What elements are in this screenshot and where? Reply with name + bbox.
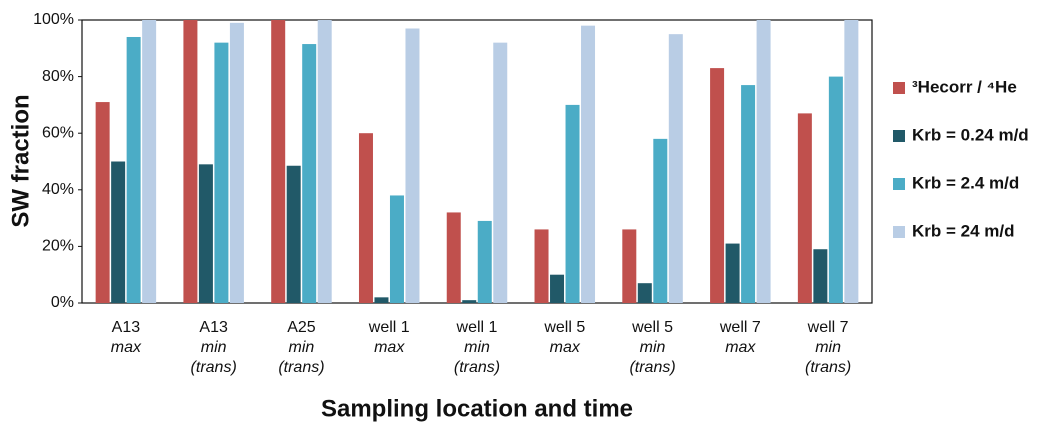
legend-label: Krb = 2.4 m/d <box>912 173 1019 192</box>
bar <box>581 25 596 303</box>
x-tick-label: well 5 <box>631 319 673 336</box>
x-tick-label: well 1 <box>456 319 498 336</box>
x-tick-label: min <box>289 339 315 356</box>
x-tick-label: (trans) <box>454 359 500 376</box>
bar <box>358 133 373 303</box>
bar <box>550 274 565 303</box>
x-tick-label: well 7 <box>807 319 849 336</box>
legend-label: Krb = 0.24 m/d <box>912 125 1029 144</box>
x-tick-label: A13 <box>112 319 141 336</box>
x-tick-label: max <box>725 339 756 356</box>
bar <box>214 42 229 303</box>
bar <box>725 243 740 303</box>
x-tick-label: (trans) <box>629 359 675 376</box>
bar <box>142 20 157 303</box>
bar <box>302 44 317 304</box>
bar <box>844 20 859 303</box>
legend-swatch <box>893 178 905 190</box>
x-tick-label: (trans) <box>278 359 324 376</box>
bar <box>797 113 812 303</box>
x-tick-label: (trans) <box>191 359 237 376</box>
x-axis-title: Sampling location and time <box>321 395 633 422</box>
y-tick-label: 40% <box>42 181 74 198</box>
x-tick-label: well 1 <box>368 319 410 336</box>
x-tick-label: min <box>815 339 841 356</box>
bar <box>813 249 828 303</box>
x-tick-label: min <box>464 339 490 356</box>
bar <box>389 195 404 303</box>
bar <box>229 22 244 304</box>
x-tick-label: (trans) <box>805 359 851 376</box>
x-tick-label: min <box>201 339 227 356</box>
y-tick-label: 0% <box>51 294 74 311</box>
x-tick-label: min <box>640 339 666 356</box>
bar <box>493 42 508 303</box>
bar <box>565 104 580 304</box>
bar <box>653 138 668 303</box>
x-tick-label: max <box>550 339 581 356</box>
bar <box>111 161 126 303</box>
y-tick-label: 20% <box>42 238 74 255</box>
legend-label: ³Hecorr / ⁴He <box>912 77 1017 96</box>
bar <box>183 20 198 303</box>
bar <box>828 76 843 303</box>
bar <box>405 28 420 304</box>
legend-swatch <box>893 130 905 142</box>
bar <box>637 283 652 303</box>
bar <box>374 297 389 303</box>
bar <box>477 220 492 303</box>
bar <box>126 36 141 303</box>
bar <box>622 229 637 303</box>
legend-swatch <box>893 226 905 238</box>
bar <box>286 165 301 303</box>
plot-frame <box>81 19 873 304</box>
bar <box>741 85 756 303</box>
bar <box>668 34 683 304</box>
bar <box>756 20 771 303</box>
x-tick-label: A25 <box>287 319 316 336</box>
bar <box>317 20 332 303</box>
bar <box>462 300 477 303</box>
x-tick-label: max <box>374 339 405 356</box>
x-tick-label: well 5 <box>543 319 585 336</box>
bar <box>534 229 549 303</box>
y-tick-label: 100% <box>33 11 74 28</box>
x-tick-label: A13 <box>199 319 228 336</box>
bar <box>198 164 213 303</box>
bar <box>446 212 461 303</box>
bar <box>710 68 725 303</box>
y-tick-label: 80% <box>42 68 74 85</box>
x-tick-label: max <box>111 339 142 356</box>
bar <box>271 20 286 303</box>
x-tick-label: well 7 <box>719 319 761 336</box>
y-axis-title: SW fraction <box>7 94 34 227</box>
legend-swatch <box>893 82 905 94</box>
y-tick-label: 60% <box>42 124 74 141</box>
bar <box>95 102 110 303</box>
legend-label: Krb = 24 m/d <box>912 221 1015 240</box>
